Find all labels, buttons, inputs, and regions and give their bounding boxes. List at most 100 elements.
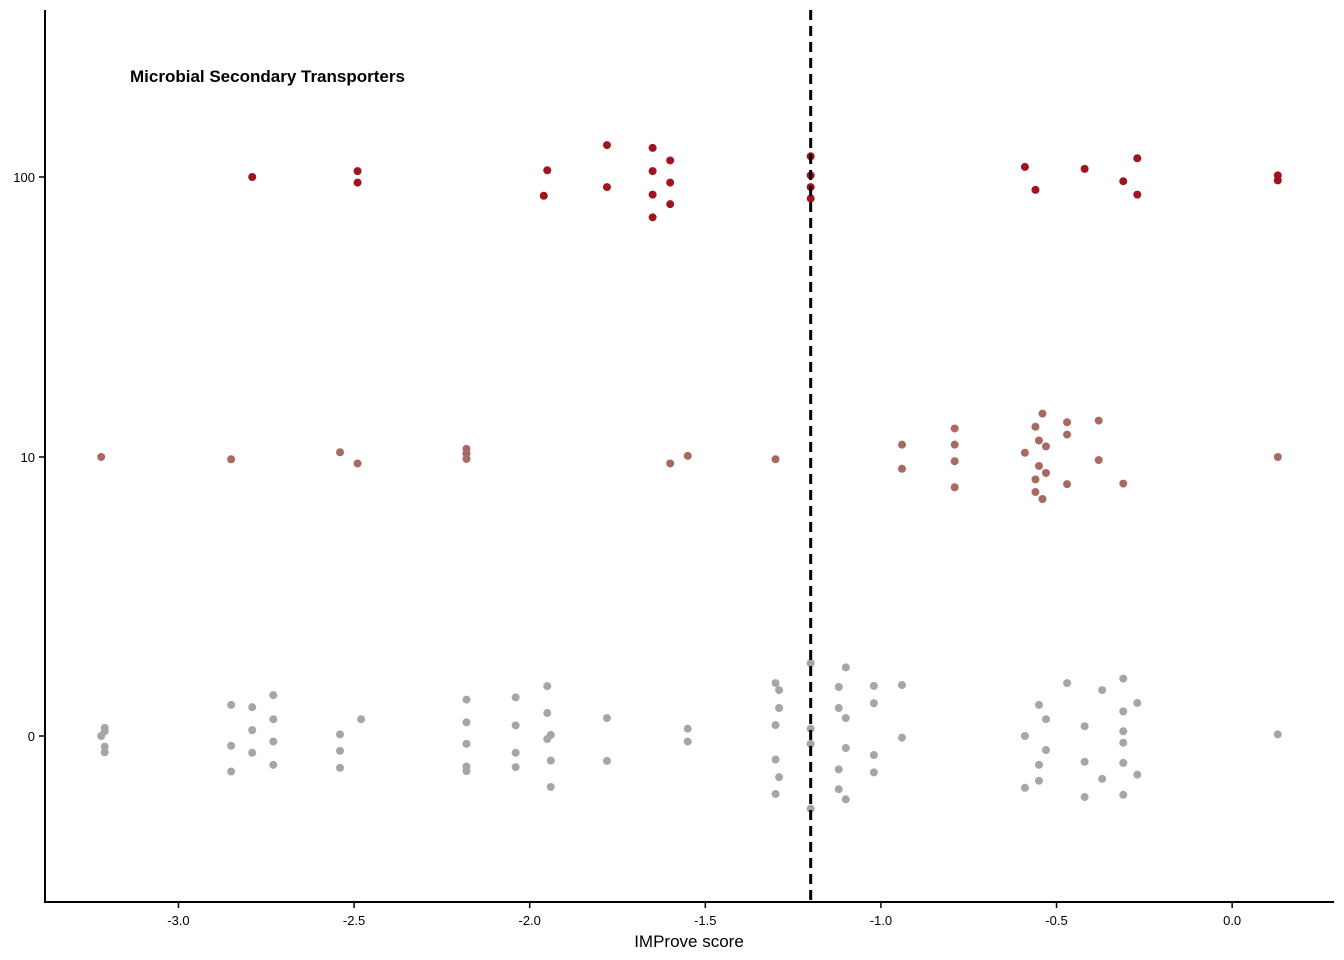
data-point-level-0 <box>546 756 555 765</box>
data-point-level-100 <box>353 178 362 187</box>
data-point-level-100 <box>648 143 657 152</box>
data-point-level-0 <box>775 686 784 695</box>
x-tick-label: -2.0 <box>518 913 540 928</box>
data-point-level-10 <box>1031 488 1040 496</box>
data-point-level-0 <box>100 727 109 736</box>
data-point-level-100 <box>248 173 257 181</box>
data-point-level-100 <box>648 190 657 199</box>
data-point-level-0 <box>1119 727 1128 736</box>
data-point-level-10 <box>1031 475 1040 484</box>
data-point-level-0 <box>269 737 278 746</box>
data-point-level-10 <box>1038 495 1047 503</box>
data-point-level-0 <box>227 741 236 750</box>
data-point-level-0 <box>841 663 850 672</box>
data-point-level-10 <box>683 451 692 460</box>
data-point-level-0 <box>841 744 850 753</box>
points-layer <box>97 141 1282 813</box>
data-point-level-100 <box>648 167 657 176</box>
data-point-level-0 <box>546 730 555 739</box>
data-point-level-0 <box>248 726 257 735</box>
data-point-level-10 <box>1063 430 1072 439</box>
data-point-level-0 <box>227 767 236 776</box>
data-point-level-10 <box>227 455 236 464</box>
data-point-level-0 <box>771 755 780 764</box>
data-point-level-0 <box>806 804 815 813</box>
data-point-level-0 <box>1119 674 1128 683</box>
data-point-level-0 <box>897 681 906 690</box>
data-point-level-100 <box>1273 176 1282 185</box>
data-point-level-0 <box>1273 730 1282 739</box>
data-point-level-100 <box>1133 154 1142 163</box>
data-point-level-10 <box>1273 453 1282 461</box>
data-point-level-0 <box>1080 793 1089 802</box>
data-point-level-0 <box>462 695 471 704</box>
data-point-level-10 <box>1034 436 1043 445</box>
data-point-level-10 <box>1031 422 1040 431</box>
data-point-level-0 <box>336 730 345 739</box>
data-point-level-0 <box>462 718 471 727</box>
y-tick-label: 0 <box>28 729 35 744</box>
x-axis-ticks: -3.0 -2.5 -2.0 -1.5 -1.0 -0.5 0.0 <box>167 902 1241 928</box>
data-point-level-0 <box>1119 707 1128 716</box>
y-tick-label: 100 <box>13 170 35 185</box>
data-point-level-10 <box>1038 409 1047 418</box>
x-tick-label: -1.5 <box>694 913 716 928</box>
data-point-level-0 <box>1063 679 1072 688</box>
data-point-level-10 <box>1020 448 1029 457</box>
data-point-level-0 <box>806 659 815 668</box>
data-point-level-10 <box>950 440 959 449</box>
data-point-level-10 <box>97 453 106 461</box>
data-point-level-10 <box>950 457 959 466</box>
y-axis-ticks: 0 10 100 <box>13 170 45 744</box>
x-tick-label: -0.5 <box>1045 913 1067 928</box>
data-point-level-0 <box>511 721 520 730</box>
data-point-level-0 <box>683 737 692 746</box>
data-point-level-0 <box>336 763 345 772</box>
data-point-level-0 <box>462 739 471 748</box>
data-point-level-0 <box>775 773 784 782</box>
data-point-level-0 <box>771 679 780 688</box>
data-point-level-0 <box>269 691 278 700</box>
data-point-level-0 <box>546 782 555 791</box>
data-point-level-0 <box>100 742 109 751</box>
data-point-level-0 <box>1034 700 1043 709</box>
data-point-level-0 <box>834 704 843 712</box>
data-point-level-0 <box>543 682 552 691</box>
data-point-level-100 <box>539 191 548 200</box>
x-tick-label: -1.0 <box>870 913 892 928</box>
data-point-level-100 <box>666 178 675 187</box>
data-point-level-0 <box>1080 757 1089 766</box>
data-point-level-0 <box>462 767 471 775</box>
data-point-level-10 <box>1041 442 1050 451</box>
data-point-level-0 <box>1080 722 1089 731</box>
x-tick-label: -3.0 <box>167 913 189 928</box>
data-point-level-10 <box>666 459 675 468</box>
data-point-level-0 <box>1133 698 1142 707</box>
data-point-level-10 <box>1094 416 1103 425</box>
data-point-level-10 <box>897 464 906 473</box>
data-point-level-0 <box>357 715 366 724</box>
data-point-level-10 <box>1063 418 1072 427</box>
data-point-level-0 <box>771 789 780 798</box>
y-tick-label: 10 <box>21 450 35 465</box>
data-point-level-0 <box>834 765 843 774</box>
data-point-level-100 <box>353 167 362 176</box>
data-point-level-10 <box>1063 480 1072 489</box>
data-point-level-0 <box>269 715 278 724</box>
data-point-level-0 <box>869 681 878 690</box>
data-point-level-10 <box>950 483 959 492</box>
data-point-level-10 <box>1094 456 1103 465</box>
data-point-level-0 <box>1133 770 1142 779</box>
data-point-level-100 <box>806 194 815 203</box>
data-point-level-0 <box>841 795 850 804</box>
data-point-level-0 <box>602 714 611 723</box>
data-point-level-0 <box>869 751 878 760</box>
data-point-level-0 <box>1098 774 1107 783</box>
data-point-level-0 <box>1034 776 1043 785</box>
data-point-level-0 <box>1119 790 1128 799</box>
data-point-level-0 <box>511 748 520 757</box>
data-point-level-0 <box>248 748 257 757</box>
data-point-level-0 <box>1119 738 1128 747</box>
chart-title: Microbial Secondary Transporters <box>130 67 405 86</box>
